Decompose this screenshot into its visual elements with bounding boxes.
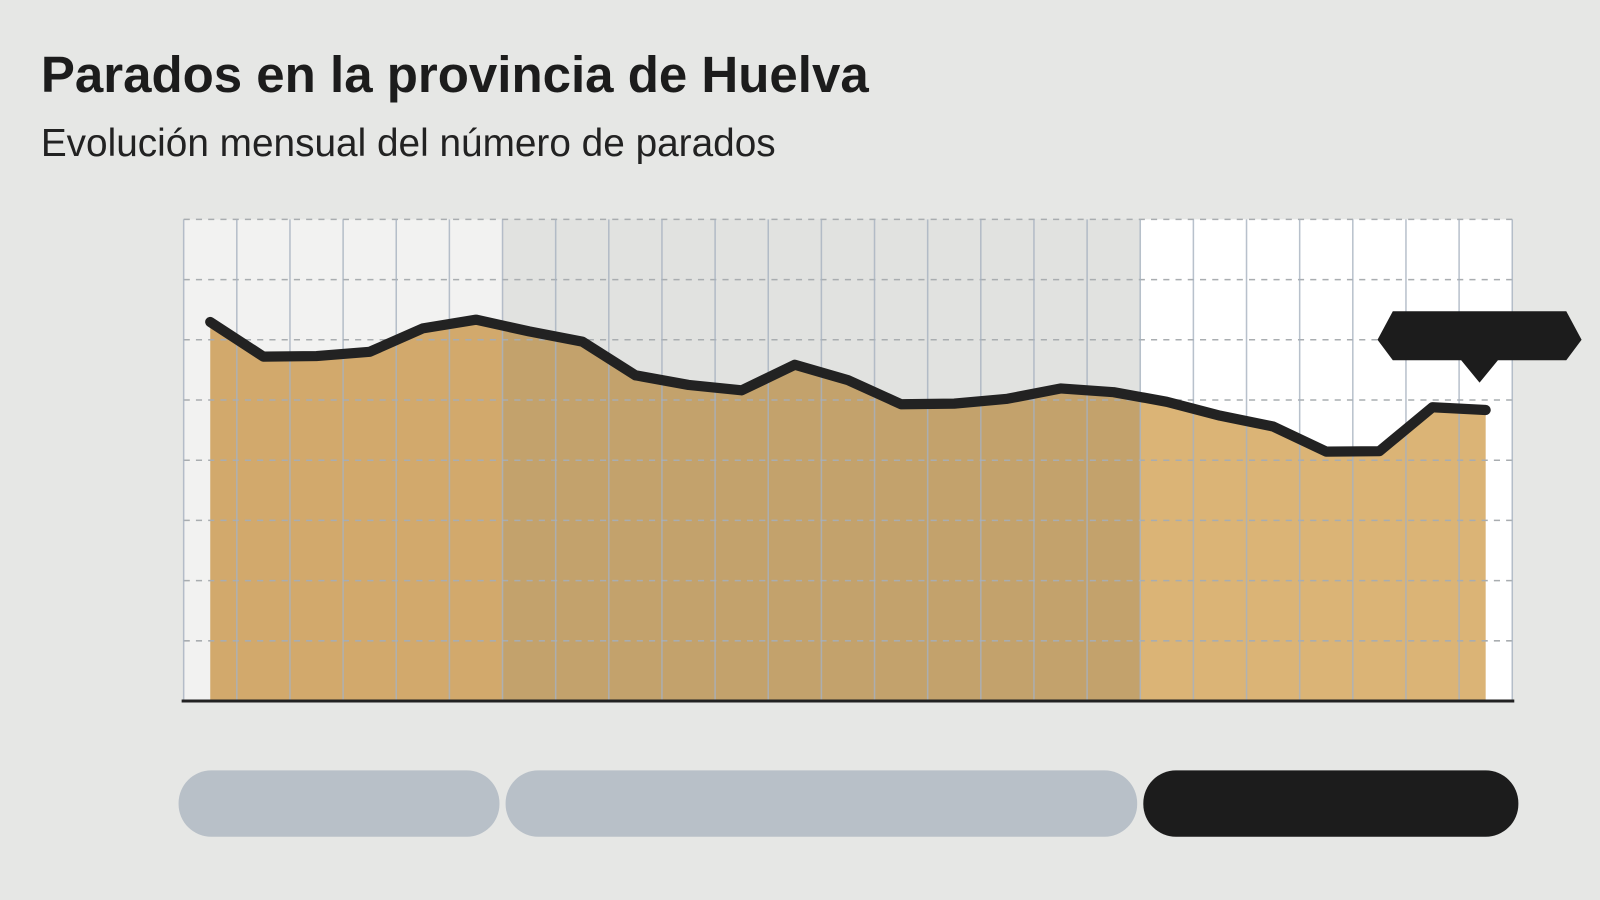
data-point	[1218, 414, 1221, 417]
area-fill-2020	[210, 319, 503, 702]
year-band-2022	[1143, 770, 1519, 837]
data-point	[1112, 391, 1115, 394]
year-band-2020	[178, 770, 500, 837]
data-point	[474, 318, 477, 321]
chart-subtitle: Evolución mensual del número de parados	[41, 122, 776, 165]
callout-badge	[1377, 311, 1582, 383]
data-point	[846, 379, 849, 382]
data-labels	[1377, 311, 1582, 383]
data-point	[421, 327, 424, 330]
data-point	[634, 374, 637, 377]
data-point	[1272, 425, 1275, 428]
data-point	[1165, 400, 1168, 403]
chart-title: Parados en la provincia de Huelva	[41, 46, 870, 103]
data-point	[528, 330, 531, 333]
series-line	[205, 314, 1491, 457]
data-point	[900, 403, 903, 406]
data-point	[209, 320, 212, 323]
year-bands	[178, 770, 1519, 837]
grid	[181, 218, 1515, 703]
data-point	[953, 402, 956, 405]
data-point	[1059, 387, 1062, 390]
data-point	[1431, 406, 1434, 409]
area-fill-2022	[1140, 396, 1486, 702]
data-point	[262, 355, 265, 358]
data-point	[793, 363, 796, 366]
data-point	[315, 355, 318, 358]
data-point	[1484, 408, 1487, 412]
data-point	[1378, 450, 1381, 453]
data-point	[368, 350, 371, 353]
data-point	[581, 340, 584, 343]
data-point	[687, 383, 690, 386]
data-point	[740, 389, 743, 392]
data-point	[1006, 397, 1009, 400]
year-band-2021	[505, 770, 1138, 837]
data-point	[1325, 450, 1328, 453]
